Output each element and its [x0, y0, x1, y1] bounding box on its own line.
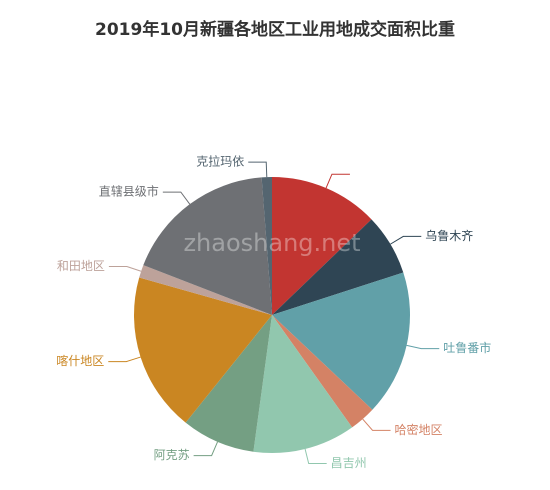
slice-label: 直辖县级市 — [99, 184, 159, 199]
slice-label: 阿克苏 — [154, 448, 190, 462]
pie-slice — [272, 272, 411, 410]
leader-line — [390, 235, 422, 245]
pie-slice — [139, 265, 272, 315]
pie-slice — [272, 219, 404, 315]
slice-label: 哈密地区 — [395, 422, 443, 437]
pie-slice — [133, 277, 272, 423]
leader-line — [362, 418, 391, 431]
slice-label: 吐鲁番市 — [443, 340, 491, 355]
slice-label: 和田地区 — [57, 259, 105, 273]
pie-slice — [143, 177, 272, 315]
leader-line — [108, 266, 142, 272]
chart-title: 2019年10月新疆各地区工业用地成交面积比重 — [95, 19, 455, 40]
pie-slice — [185, 315, 272, 452]
slice-label: 乌鲁木齐 — [425, 228, 473, 243]
leader-line — [108, 356, 141, 363]
watermark: zhaoshang.net — [183, 229, 360, 257]
leader-line — [162, 191, 191, 205]
slice-label: 昌吉州 — [331, 456, 367, 470]
pie-slice — [261, 177, 272, 315]
leader-line — [193, 441, 218, 457]
leader-line — [406, 344, 440, 350]
leader-line — [304, 448, 327, 465]
pie-slice — [272, 315, 373, 428]
leader-line — [325, 173, 350, 189]
slice-label: 克拉玛依 — [196, 154, 244, 169]
leader-line — [248, 161, 268, 178]
pie-slice — [272, 177, 372, 315]
slice-label: 喀什地区 — [56, 354, 104, 368]
pie-slice — [253, 315, 353, 453]
